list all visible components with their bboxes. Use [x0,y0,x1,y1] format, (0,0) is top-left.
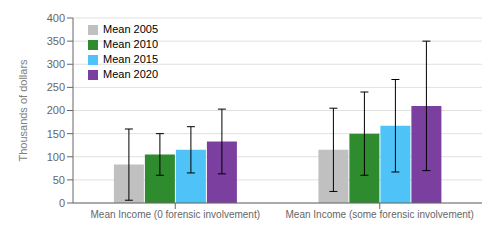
svg-text:Mean Income (some forensic inv: Mean Income (some forensic involvement) [286,209,474,220]
svg-text:250: 250 [47,81,65,93]
svg-text:350: 350 [47,35,65,47]
html-text:Mean 2020: Mean 2020 [103,68,158,80]
svg-text:0: 0 [59,197,65,209]
html-text:Mean 2005: Mean 2005 [103,23,158,35]
svg-text:150: 150 [47,128,65,140]
svg-text:200: 200 [47,104,65,116]
svg-text:400: 400 [47,12,65,24]
svg-text:Thousands of dollars: Thousands of dollars [17,59,29,162]
svg-text:300: 300 [47,58,65,70]
svg-text:50: 50 [53,174,65,186]
svg-text:100: 100 [47,151,65,163]
html-text:Mean 2015: Mean 2015 [103,53,158,65]
html-text:Mean 2010: Mean 2010 [103,38,158,50]
svg-text:Mean Income (0 forensic involv: Mean Income (0 forensic involvement) [90,209,260,220]
